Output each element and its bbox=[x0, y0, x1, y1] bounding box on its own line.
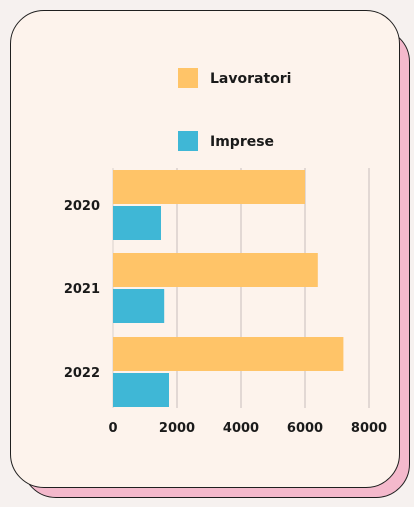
legend-swatch-lavoratori bbox=[178, 68, 198, 88]
x-tick-label-4000: 4000 bbox=[223, 421, 259, 436]
bar-imprese-2020 bbox=[113, 206, 161, 240]
legend-label-imprese: Imprese bbox=[210, 134, 274, 150]
category-label-2020: 2020 bbox=[64, 199, 100, 214]
x-tick-label-6000: 6000 bbox=[287, 421, 323, 436]
category-label-2022: 2022 bbox=[64, 366, 100, 381]
x-axis-ticks: 0 2000 4000 6000 8000 bbox=[108, 421, 387, 436]
x-tick-label-2000: 2000 bbox=[159, 421, 195, 436]
bar-imprese-2021 bbox=[113, 289, 165, 323]
x-tick-label-8000: 8000 bbox=[351, 421, 387, 436]
category-labels: 2020 2021 2022 bbox=[64, 199, 100, 381]
bar-lavoratori-2022 bbox=[113, 337, 344, 371]
category-label-2021: 2021 bbox=[64, 282, 100, 297]
chart-bars bbox=[113, 170, 344, 407]
legend-swatch-imprese bbox=[178, 131, 198, 151]
bar-lavoratori-2020 bbox=[113, 170, 305, 204]
chart-legend: Lavoratori Imprese bbox=[178, 68, 291, 151]
bar-imprese-2022 bbox=[113, 373, 169, 407]
legend-label-lavoratori: Lavoratori bbox=[210, 71, 291, 87]
chart-card bbox=[10, 10, 400, 488]
bar-lavoratori-2021 bbox=[113, 253, 318, 287]
x-tick-label-0: 0 bbox=[108, 421, 117, 436]
